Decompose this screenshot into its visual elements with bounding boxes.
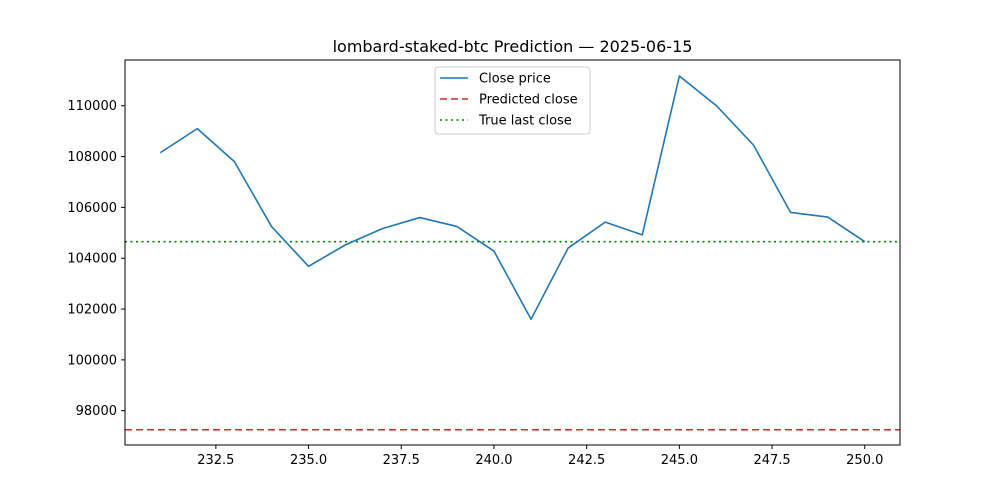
- x-tick-label: 247.5: [753, 453, 790, 468]
- x-tick-label: 245.0: [661, 453, 698, 468]
- y-tick-label: 110000: [67, 99, 117, 114]
- y-tick-label: 106000: [67, 201, 117, 216]
- x-tick-label: 250.0: [846, 453, 883, 468]
- x-tick-label: 237.5: [383, 453, 420, 468]
- y-tick-label: 108000: [67, 150, 117, 165]
- y-tick-label: 102000: [67, 303, 117, 318]
- x-tick-label: 240.0: [475, 453, 512, 468]
- y-tick-label: 98000: [76, 404, 117, 419]
- legend-label: Close price: [479, 72, 551, 87]
- chart-title: lombard-staked-btc Prediction — 2025-06-…: [333, 37, 693, 56]
- legend-label: Predicted close: [479, 93, 578, 108]
- x-tick-label: 232.5: [197, 453, 234, 468]
- y-axis: 98000 100000 102000 104000 106000 108000 11000…: [67, 99, 125, 419]
- legend-label: True last close: [478, 114, 572, 129]
- x-tick-label: 235.0: [290, 453, 327, 468]
- x-tick-label: 242.5: [568, 453, 605, 468]
- y-tick-label: 100000: [67, 353, 117, 368]
- plot-area: [125, 75, 900, 431]
- series-line-close-price: [159, 75, 866, 321]
- legend: Close price Predicted close True last clos…: [434, 66, 591, 135]
- y-tick-label: 104000: [67, 252, 117, 267]
- legend-box: [434, 66, 591, 135]
- x-axis: 232.5 235.0 237.5 240.0 242.5 245.0 247.5 250.0: [197, 445, 883, 468]
- plot-frame: [124, 59, 901, 446]
